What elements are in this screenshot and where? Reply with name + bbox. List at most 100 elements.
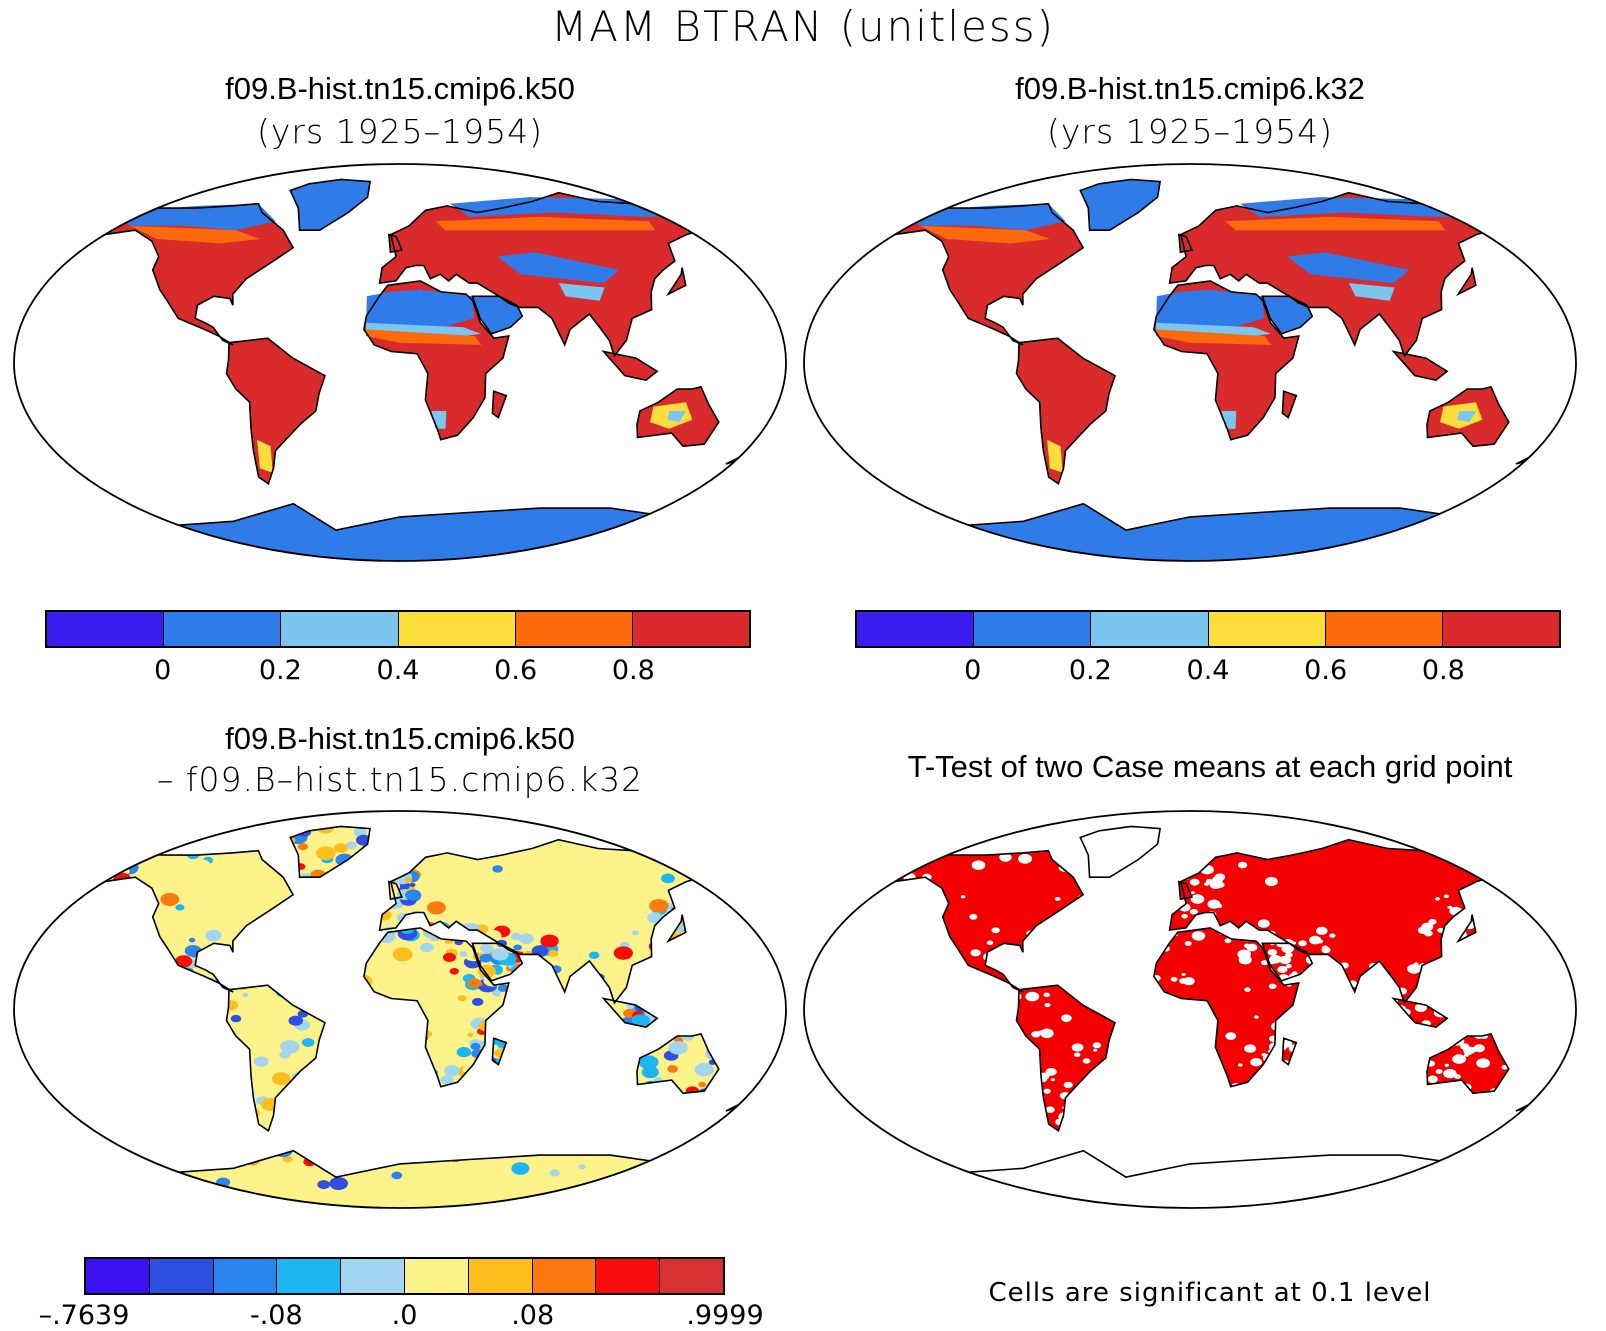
difference-cell [366,910,379,920]
difference-cell [479,953,493,963]
insignificant-cell [1292,1059,1301,1066]
dry-region [1287,252,1410,284]
difference-cell [364,867,378,877]
difference-cell [644,1028,663,1041]
difference-cell [391,858,404,867]
colorbar-swatch [277,1259,342,1293]
difference-cell [480,1067,491,1075]
difference-cell [312,889,321,896]
insignificant-cell [1194,1059,1206,1067]
landmass-southAmerica [226,985,325,1131]
insignificant-cell [1464,1053,1469,1057]
difference-cell [240,1111,256,1122]
insignificant-cell [1320,1170,1330,1177]
insignificant-cell [1466,1010,1472,1014]
landmass-southAmerica [1016,338,1115,484]
colorbar-swatch [857,612,975,646]
difference-cell [635,1046,648,1056]
difference-cell [632,930,640,936]
difference-cell [697,838,707,844]
insignificant-cell [1474,909,1482,915]
difference-cell [653,968,664,976]
insignificant-cell [1302,1056,1308,1060]
difference-cell [386,835,395,841]
coastline [491,390,508,419]
difference-cell [356,935,376,950]
insignificant-cell [1191,931,1206,941]
difference-cell [491,948,509,961]
difference-cell [480,1136,496,1147]
difference-cell [701,932,711,940]
coastline [1079,825,1162,878]
difference-cell [623,996,632,1002]
difference-cell [175,904,185,911]
difference-cell [261,1130,275,1140]
difference-cell [629,1035,642,1044]
insignificant-cell [1172,889,1180,896]
coastline [471,942,524,982]
insignificant-cell [1036,1115,1040,1119]
coastline [601,997,659,1028]
difference-cell [317,1180,331,1190]
insignificant-cell [1156,833,1165,839]
colorbar-k50 [45,610,751,648]
difference-cell [255,980,262,986]
landmass-southAmerica [1016,985,1115,1131]
insignificant-cell [1480,930,1486,934]
coastline [1515,1092,1551,1112]
insignificant-cell [969,913,978,920]
difference-cell [609,1058,627,1071]
colorbar-tick-label: .9999 [686,1300,764,1331]
difference-cell [404,877,413,883]
difference-cell [624,1143,636,1151]
difference-cell [709,1104,721,1112]
difference-cell [281,859,292,867]
insignificant-cell [1069,986,1079,993]
difference-cell [698,1081,707,1088]
difference-cell [507,1045,520,1055]
insignificant-cell [1394,1025,1406,1034]
colorbar-tick-label: -.08 [249,1300,303,1331]
insignificant-cell [1181,1140,1194,1150]
insignificant-cell [1496,1161,1505,1167]
colorbar-swatch [213,1259,278,1293]
difference-cell [457,995,467,1002]
insignificant-cell [1310,1071,1322,1080]
insignificant-cell [998,993,1004,998]
difference-cell [629,986,638,993]
difference-cell [614,1078,622,1084]
insignificant-cell [1422,1041,1436,1051]
colorbar-swatch [86,1259,150,1293]
insignificant-cell [1421,922,1434,931]
insignificant-cell [1073,1128,1081,1134]
insignificant-cell [1144,885,1154,892]
coastline [378,838,722,1005]
insignificant-cell [1309,935,1322,945]
difference-cell [266,924,278,933]
insignificant-cell [1130,845,1142,854]
insignificant-cell [1261,960,1269,966]
insignificant-cell [1040,1122,1048,1128]
insignificant-cell [1156,898,1171,909]
insignificant-cell [983,952,996,962]
insignificant-cell [1408,1134,1415,1139]
difference-cell [655,1030,669,1040]
difference-cell [261,1098,280,1111]
insignificant-cell [1034,1126,1042,1132]
difference-cell [632,1038,643,1046]
difference-cell [478,1020,495,1032]
insignificant-cell [1035,951,1042,957]
difference-cell [301,1038,315,1047]
difference-cell [667,1065,678,1073]
coastline [601,350,659,381]
insignificant-cell [1451,1103,1458,1108]
difference-cell [518,933,534,945]
insignificant-cell [1301,1055,1312,1062]
insignificant-cell [1495,920,1503,925]
insignificant-cell [1265,1147,1278,1157]
insignificant-cell [1063,1081,1073,1089]
insignificant-cell [1277,965,1288,974]
difference-cell [198,1157,217,1171]
insignificant-cell [1413,962,1419,967]
insignificant-cell [1027,950,1038,957]
